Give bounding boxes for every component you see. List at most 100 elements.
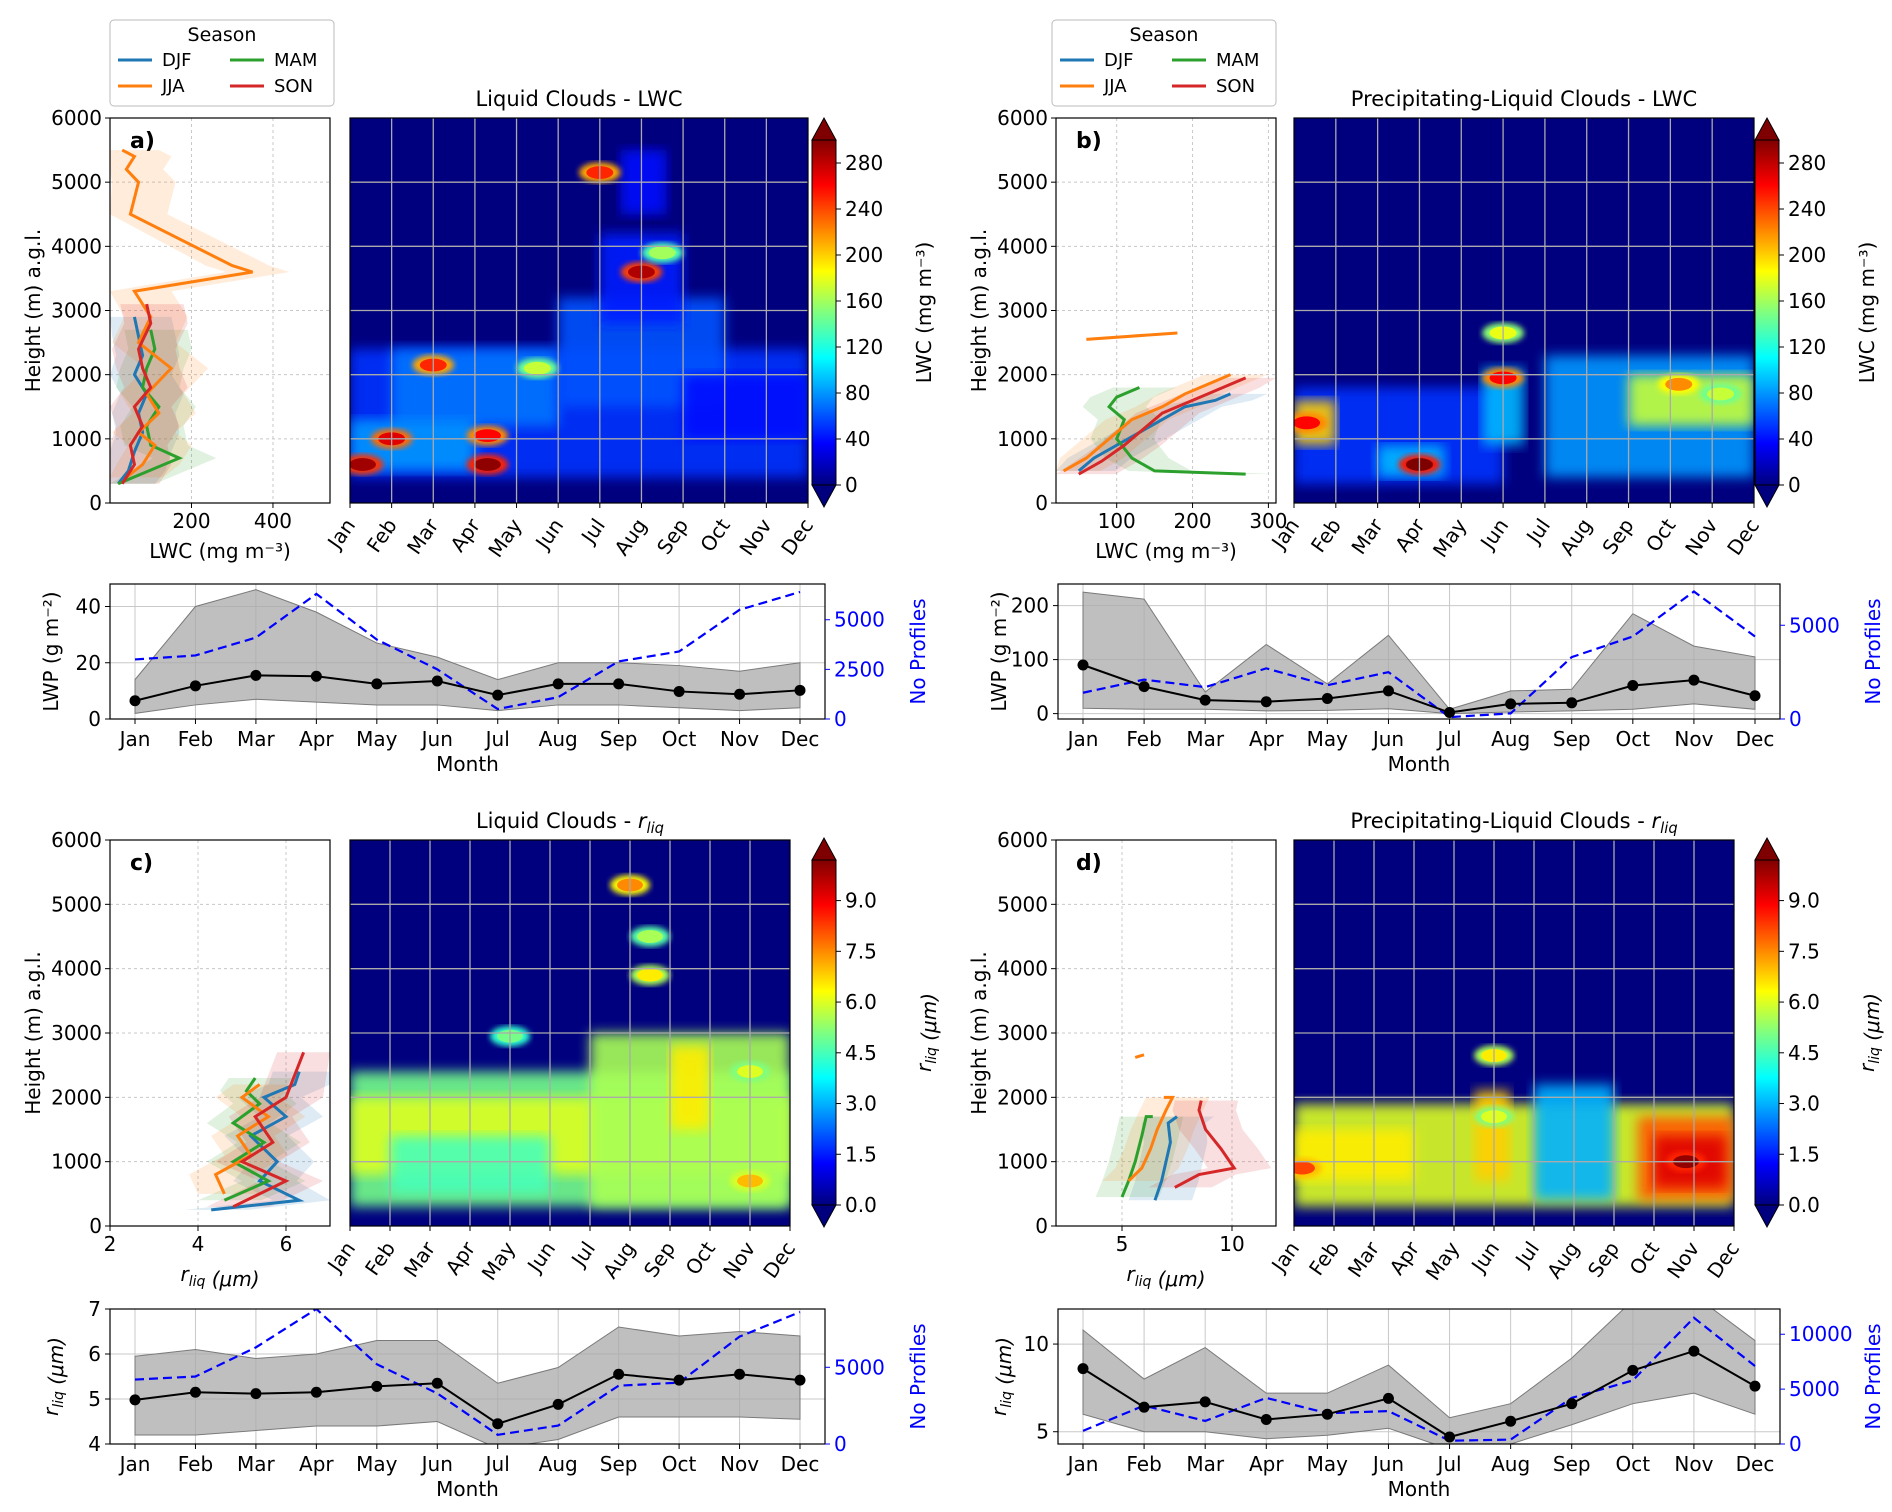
y-tick-label: 2000: [997, 1085, 1048, 1109]
x-tick-label: Jun: [1465, 1237, 1504, 1278]
y-tick-label: 40: [76, 595, 101, 619]
y-tick-label: 3000: [997, 1021, 1048, 1045]
profile-panel: 0 1000 2000 3000 4000 5000 6000 5 10 rliq (μm) Hei…: [967, 828, 1277, 1291]
profile-panel: 0 1000 2000 3000 4000 5000 6000 200 400 LWC (mg m…: [21, 106, 331, 563]
y-tick-label: 5: [88, 1387, 101, 1411]
median-point: [492, 689, 504, 701]
colorbar-tick-label: 200: [1788, 243, 1826, 267]
colorbar-tick-label: 120: [845, 335, 883, 359]
chart-title: Liquid Clouds - rliq: [476, 809, 664, 837]
x-tick-label: Jun: [420, 727, 453, 751]
x-tick-label: 10: [1219, 1232, 1244, 1256]
iqr-band: [1082, 1309, 1756, 1444]
plot-area: [129, 589, 806, 714]
chart-title: Precipitating-Liquid Clouds - LWC: [1351, 87, 1697, 111]
y2-tick-label: 5000: [1789, 1377, 1840, 1401]
median-point: [1260, 696, 1272, 708]
x-tick-label: Mar: [402, 513, 444, 558]
median-point: [1749, 1380, 1761, 1392]
y-tick-label: 5000: [51, 892, 102, 916]
colorbar-label: rliq (μm): [1855, 993, 1884, 1072]
colorbar-extend-bottom: [1754, 484, 1780, 509]
median-point: [613, 1368, 625, 1380]
colorbar-tick-label: 1.5: [1788, 1142, 1820, 1166]
heatmap-cell: [1665, 377, 1693, 391]
colorbar-label: rliq (μm): [912, 993, 941, 1072]
x-tick-label: 300: [1249, 509, 1287, 533]
heatmap-cell: [473, 458, 501, 471]
y-axis-label: LWP (g m⁻²): [39, 591, 63, 711]
median-point: [129, 695, 141, 707]
spread-band: [206, 1052, 330, 1207]
y-tick-label: 1000: [997, 427, 1048, 451]
y2-tick-label: 0: [1789, 1432, 1802, 1456]
axes-frame: [1055, 839, 1277, 1227]
x-tick-label: Jul: [1509, 1237, 1544, 1272]
y-tick-label: 4: [88, 1432, 101, 1456]
x-tick-label: Jan: [1066, 1452, 1099, 1476]
x-tick-label: Jan: [322, 514, 360, 555]
x-tick-label: Jun: [1371, 1452, 1404, 1476]
x-tick-label: May: [477, 1237, 520, 1285]
x-tick-label: Sep: [600, 727, 638, 751]
median-point: [1627, 680, 1639, 692]
x-tick-label: Apr: [299, 727, 334, 751]
x-tick-label: Nov: [1674, 727, 1713, 751]
spread-band: [110, 316, 184, 484]
colorbar-tick-label: 9.0: [845, 889, 877, 913]
legend-entry: DJF: [1104, 50, 1134, 71]
x-tick-label: Jul: [1520, 514, 1555, 549]
x-tick-label: Jul: [484, 727, 510, 751]
x-tick-label: Nov: [720, 727, 759, 751]
panel-label: a): [130, 129, 155, 154]
x-tick-label: 100: [1098, 509, 1136, 533]
x-tick-label: 200: [1173, 509, 1211, 533]
y2-tick-label: 5000: [834, 608, 885, 632]
y-tick-label: 1000: [51, 427, 102, 451]
heatmap-cell: [637, 930, 663, 943]
x-tick-label: Jan: [118, 1452, 151, 1476]
y2-tick-label: 5000: [1789, 613, 1840, 637]
heatmap-cell: [648, 246, 676, 260]
x-tick-label: Dec: [776, 514, 818, 559]
median-point: [431, 675, 443, 687]
colorbar: [1754, 139, 1780, 486]
y-tick-label: 7: [88, 1297, 101, 1321]
x-tick-label: Mar: [1186, 1452, 1225, 1476]
plot-area: [1077, 590, 1761, 719]
colorbar-extend-bottom: [811, 1204, 837, 1229]
y2-axis-label: No Profiles: [1861, 1323, 1885, 1429]
colorbar-tick-label: 240: [1788, 197, 1826, 221]
y-tick-label: 4000: [51, 957, 102, 981]
y-tick-label: 6000: [997, 106, 1048, 130]
colorbar-tick-label: 4.5: [1788, 1041, 1820, 1065]
legend-frame: [109, 19, 335, 107]
y-tick-label: 200: [1011, 594, 1049, 618]
median-point: [250, 1388, 262, 1400]
median-point: [1688, 674, 1700, 686]
y-tick-label: 1000: [997, 1150, 1048, 1174]
panel-label: b): [1076, 129, 1102, 154]
profile-panel: 0 1000 2000 3000 4000 5000 6000 100 200 300 LWC (m…: [967, 106, 1288, 563]
series-line-djf: [1077, 392, 1232, 473]
median-point: [1566, 697, 1578, 709]
colorbar-tick-label: 6.0: [1788, 990, 1820, 1014]
x-tick-label: Sep: [1583, 1237, 1624, 1282]
y-axis-label: Height (m) a.g.l.: [967, 951, 991, 1115]
colorbar-tick-label: 280: [1788, 151, 1826, 175]
median-point: [1444, 707, 1456, 719]
colorbar-extend-top: [1754, 836, 1780, 861]
spread-band: [189, 1084, 306, 1194]
colorbar-extend-bottom: [1754, 1204, 1780, 1229]
x-axis-label: Month: [436, 1477, 499, 1501]
median-point: [1749, 690, 1761, 702]
y-tick-label: 20: [76, 651, 101, 675]
series-line-jja: [1086, 331, 1178, 341]
profiles-line: [134, 590, 801, 711]
series-line-jja: [1134, 1053, 1145, 1059]
median-point: [1566, 1398, 1578, 1410]
x-tick-label: Mar: [1346, 513, 1388, 558]
plot-area: [1077, 1309, 1761, 1444]
x-tick-label: Jul: [484, 1452, 510, 1476]
